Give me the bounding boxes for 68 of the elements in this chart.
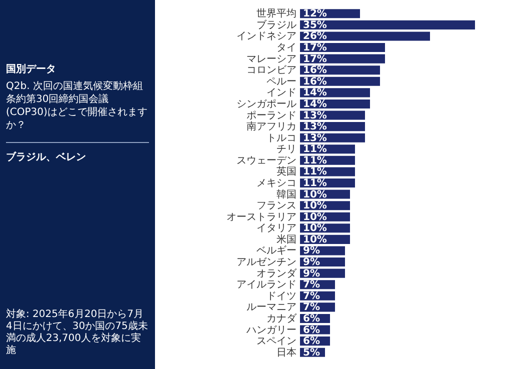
data-label: 6% xyxy=(303,313,320,324)
y-tick-label: 南アフリカ xyxy=(246,120,296,133)
data-label: 10% xyxy=(303,212,327,223)
text: ブラジル、ベレン xyxy=(6,150,87,164)
data-label: 17% xyxy=(303,42,327,54)
data-label: 17% xyxy=(303,54,327,65)
data-label: 14% xyxy=(303,88,327,99)
data-label: 16% xyxy=(303,76,327,88)
y-tick-label: トルコ xyxy=(266,132,296,144)
y-tick-label: 韓国 xyxy=(276,188,296,200)
data-label: 14% xyxy=(303,98,327,110)
y-tick-label: ハンガリー xyxy=(246,324,296,336)
y-tick-label: スペイン xyxy=(256,336,296,348)
y-tick-label: 英国 xyxy=(276,166,296,178)
y-tick-label: メキシコ xyxy=(256,178,296,189)
y-tick-label: ベルギー xyxy=(256,244,296,257)
data-label: 11% xyxy=(303,144,327,156)
data-label: 35% xyxy=(303,20,327,31)
y-tick-label: オランダ xyxy=(256,267,298,280)
data-label: 11% xyxy=(303,155,327,166)
y-tick-label: 世界平均 xyxy=(256,8,296,20)
data-label: 10% xyxy=(303,223,327,234)
data-label: 26% xyxy=(303,31,327,42)
data-label: 6% xyxy=(303,336,320,348)
text: 対象: 2025年6月20日から7月4日にかけて、30か国の75歳未満の成人23,700人を対象に実施 xyxy=(6,309,149,357)
data-label: 5% xyxy=(303,347,320,358)
y-tick-label: アルゼンチン xyxy=(236,257,296,268)
y-tick-label: ドイツ xyxy=(266,290,296,302)
data-label: 10% xyxy=(303,200,327,212)
y-tick-label: ペルー xyxy=(266,76,296,88)
text: Q2b. 次回の国連気候変動枠組条約第30回締約国会議(COP30)はどこで開催されますか？ xyxy=(6,80,148,132)
data-label: 13% xyxy=(303,132,327,144)
data-label: 13% xyxy=(303,122,327,133)
bar xyxy=(300,20,475,30)
data-label: 16% xyxy=(303,65,327,76)
data-label: 7% xyxy=(303,302,320,314)
data-label: 7% xyxy=(303,290,320,302)
data-label: 12% xyxy=(303,8,327,20)
y-tick-label: コロンビア xyxy=(246,65,296,76)
y-tick-label: ルーマニア xyxy=(246,302,296,314)
y-tick-label: インド xyxy=(266,88,296,99)
y-tick-label: ポーランド xyxy=(246,110,296,122)
y-tick-label: 米国 xyxy=(276,233,296,246)
y-tick-label: 日本 xyxy=(276,346,296,358)
data-label: 9% xyxy=(303,257,320,268)
y-tick-label: スウェーデン xyxy=(236,155,296,166)
data-label: 13% xyxy=(303,110,327,122)
data-label: 6% xyxy=(303,324,320,336)
y-tick-label: シンガポール xyxy=(236,98,296,110)
y-tick-label: インドネシア xyxy=(236,31,296,42)
data-label: 10% xyxy=(303,234,327,246)
data-label: 9% xyxy=(303,246,320,257)
y-tick-label: チリ xyxy=(276,144,296,156)
y-tick-label: ブラジル xyxy=(256,18,296,31)
data-label: 7% xyxy=(303,280,320,291)
data-label: 10% xyxy=(303,189,327,200)
text: 国別データ xyxy=(6,62,57,76)
y-tick-label: カナダ xyxy=(266,312,298,324)
data-label: 11% xyxy=(303,166,327,178)
y-tick-label: マレーシア xyxy=(246,54,296,65)
y-tick-label: オーストラリア xyxy=(226,212,296,223)
data-label: 9% xyxy=(303,268,320,280)
y-tick-label: イタリア xyxy=(256,223,296,234)
y-tick-label: フランス xyxy=(256,200,296,212)
data-label: 11% xyxy=(303,178,327,189)
bar xyxy=(300,32,430,41)
y-tick-label: アイルランド xyxy=(236,280,296,291)
y-tick-label: タイ xyxy=(276,42,296,54)
